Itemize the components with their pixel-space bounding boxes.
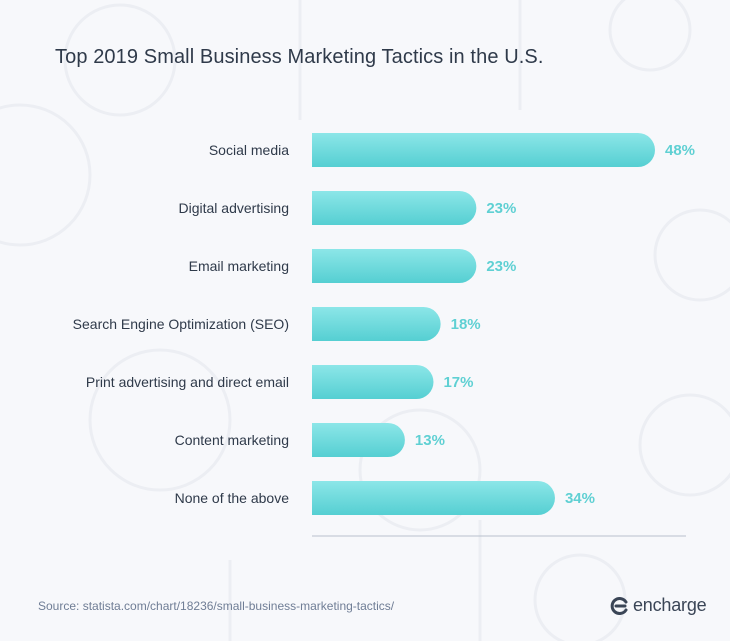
bar	[312, 307, 441, 341]
chart-title: Top 2019 Small Business Marketing Tactic…	[55, 46, 544, 68]
value-label: 34%	[565, 490, 595, 507]
value-label: 18%	[451, 316, 481, 333]
value-label: 48%	[665, 142, 695, 159]
bar	[312, 191, 477, 225]
bar	[312, 365, 434, 399]
category-label: Print advertising and direct email	[86, 374, 289, 390]
source-note: Source: statista.com/chart/18236/small-b…	[38, 599, 395, 613]
bar	[312, 249, 477, 283]
bars-group: Social media 48% Digital advertising 23% Ema…	[73, 133, 695, 515]
bar	[312, 481, 555, 515]
category-label: Social media	[209, 142, 289, 158]
brand-logo: encharge	[610, 595, 707, 616]
category-label: Search Engine Optimization (SEO)	[73, 316, 289, 332]
category-label: None of the above	[175, 490, 290, 506]
category-label: Email marketing	[189, 258, 289, 274]
bar	[312, 133, 655, 167]
value-label: 17%	[443, 374, 473, 391]
category-label: Digital advertising	[179, 200, 290, 216]
value-label: 13%	[415, 432, 445, 449]
value-label: 23%	[486, 258, 516, 275]
encharge-logo-icon	[610, 596, 628, 615]
bar	[312, 423, 405, 457]
value-label: 23%	[486, 200, 516, 217]
category-label: Content marketing	[175, 432, 289, 448]
brand-name: encharge	[633, 595, 707, 615]
